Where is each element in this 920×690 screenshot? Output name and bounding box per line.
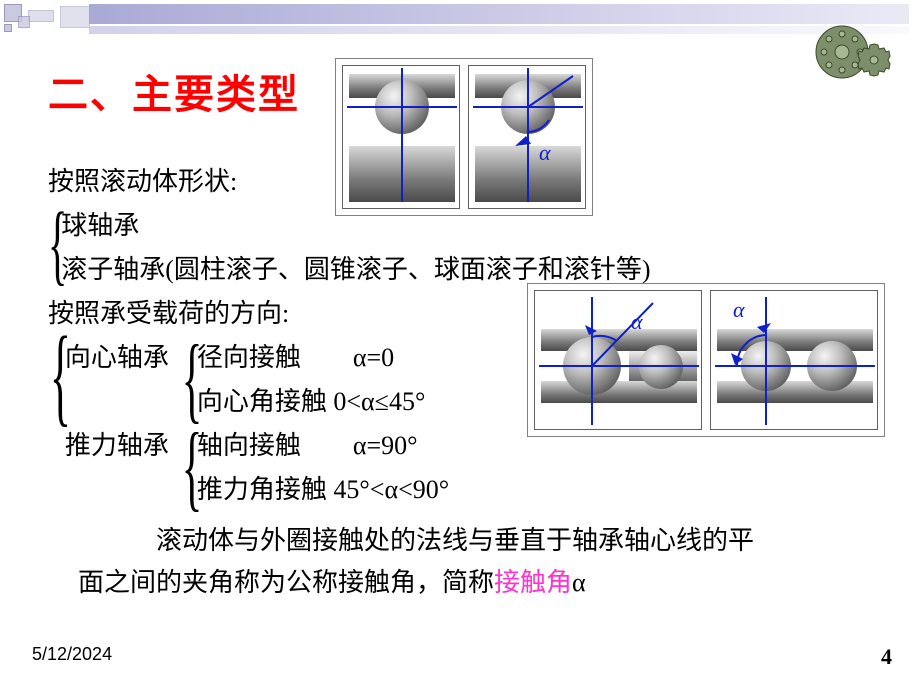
text-thrust-bearing: 推力轴承 xyxy=(65,424,181,468)
footer-date: 5/12/2024 xyxy=(32,644,112,670)
text-axial-contact: 轴向接触 α=90° xyxy=(197,424,449,468)
alpha-label: α xyxy=(631,309,643,335)
alpha-label: α xyxy=(539,140,551,166)
left-brace-icon: { xyxy=(181,424,202,510)
slide-footer: 5/12/2024 4 xyxy=(32,644,892,670)
top-gradient-bar xyxy=(89,4,909,24)
para-part-a: 滚动体与外圈接触处的法线与垂直于轴承轴心线的平 xyxy=(156,526,754,555)
definition-paragraph: 滚动体与外圈接触处的法线与垂直于轴承轴心线的平 面之间的夹角称为公称接触角，简称… xyxy=(78,520,868,604)
diagram-cell xyxy=(342,65,460,209)
top-gradient-bar-2 xyxy=(89,26,909,34)
bearing-diagram-top: α xyxy=(335,58,593,216)
left-brace-icon: { xyxy=(50,330,71,420)
text-radial-contact: 径向接触 α=0 xyxy=(197,336,425,380)
text-radial-bearing: 向心轴承 xyxy=(65,336,181,380)
page-number: 4 xyxy=(881,644,892,670)
text-angular-contact: 向心角接触 0<α≤45° xyxy=(197,380,425,424)
para-tail: α xyxy=(572,568,586,597)
diagram-cell: α xyxy=(468,65,586,209)
para-part-b: 面之间的夹角称为公称接触角，简称 xyxy=(78,568,494,597)
diagram-cell: α xyxy=(534,290,702,430)
alpha-label: α xyxy=(733,297,745,323)
left-brace-icon: { xyxy=(181,336,202,422)
bearing-diagram-right: α α xyxy=(527,283,885,437)
shape-group: { 球轴承 滚子轴承(圆柱滚子、圆锥滚子、球面滚子和滚针等) xyxy=(48,204,888,292)
left-brace-icon: { xyxy=(48,204,67,285)
diagram-cell: α xyxy=(710,290,878,430)
para-pink: 接触角 xyxy=(494,568,572,597)
text-thrust-angular: 推力角接触 45°<α<90° xyxy=(197,468,449,512)
